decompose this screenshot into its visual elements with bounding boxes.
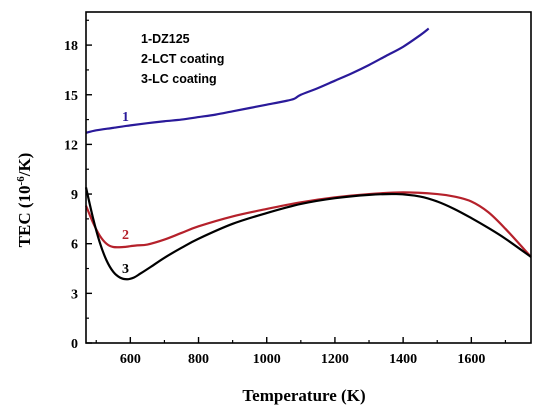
x-tick-label: 1000 [253,352,281,367]
series-line-2 [84,191,532,258]
curve-label-3: 3 [122,262,129,277]
y-tick-label: 6 [71,238,78,253]
y-tick-label: 9 [71,188,78,203]
y-tick-label: 18 [64,39,78,54]
x-tick-label: 600 [120,352,141,367]
y-tick-label: 3 [71,287,78,302]
axis-ticks [86,19,507,344]
x-tick-label: 1600 [457,352,485,367]
x-tick-label: 800 [188,352,209,367]
y-tick-label: 12 [64,138,78,153]
x-axis-title: Temperature (K) [242,386,365,405]
y-axis-title-sup: -6 [15,176,27,186]
legend-entry-lc-coating: 3-LC coating [141,72,217,86]
legend-entry-lct-coating: 2-LCT coating [141,52,224,66]
curve-label-2: 2 [122,228,129,243]
series-line-1 [85,27,430,134]
curve-labels: 1 2 3 [122,110,129,277]
series-line-3 [84,187,532,281]
legend: 1-DZ125 2-LCT coating 3-LC coating [141,32,224,86]
y-axis-title-tail: /K) [15,153,34,178]
y-tick-label: 15 [64,89,78,104]
x-tick-label: 1200 [321,352,349,367]
x-tick-label: 1400 [389,352,417,367]
plot-frame [85,11,532,344]
legend-entry-dz125: 1-DZ125 [141,32,190,46]
y-axis-title: TEC (10-6/K) [15,153,34,248]
y-tick-label: 0 [71,337,78,352]
y-axis-title-main: TEC (10 [15,185,34,247]
curve-label-1: 1 [122,110,129,125]
data-series [84,27,532,281]
